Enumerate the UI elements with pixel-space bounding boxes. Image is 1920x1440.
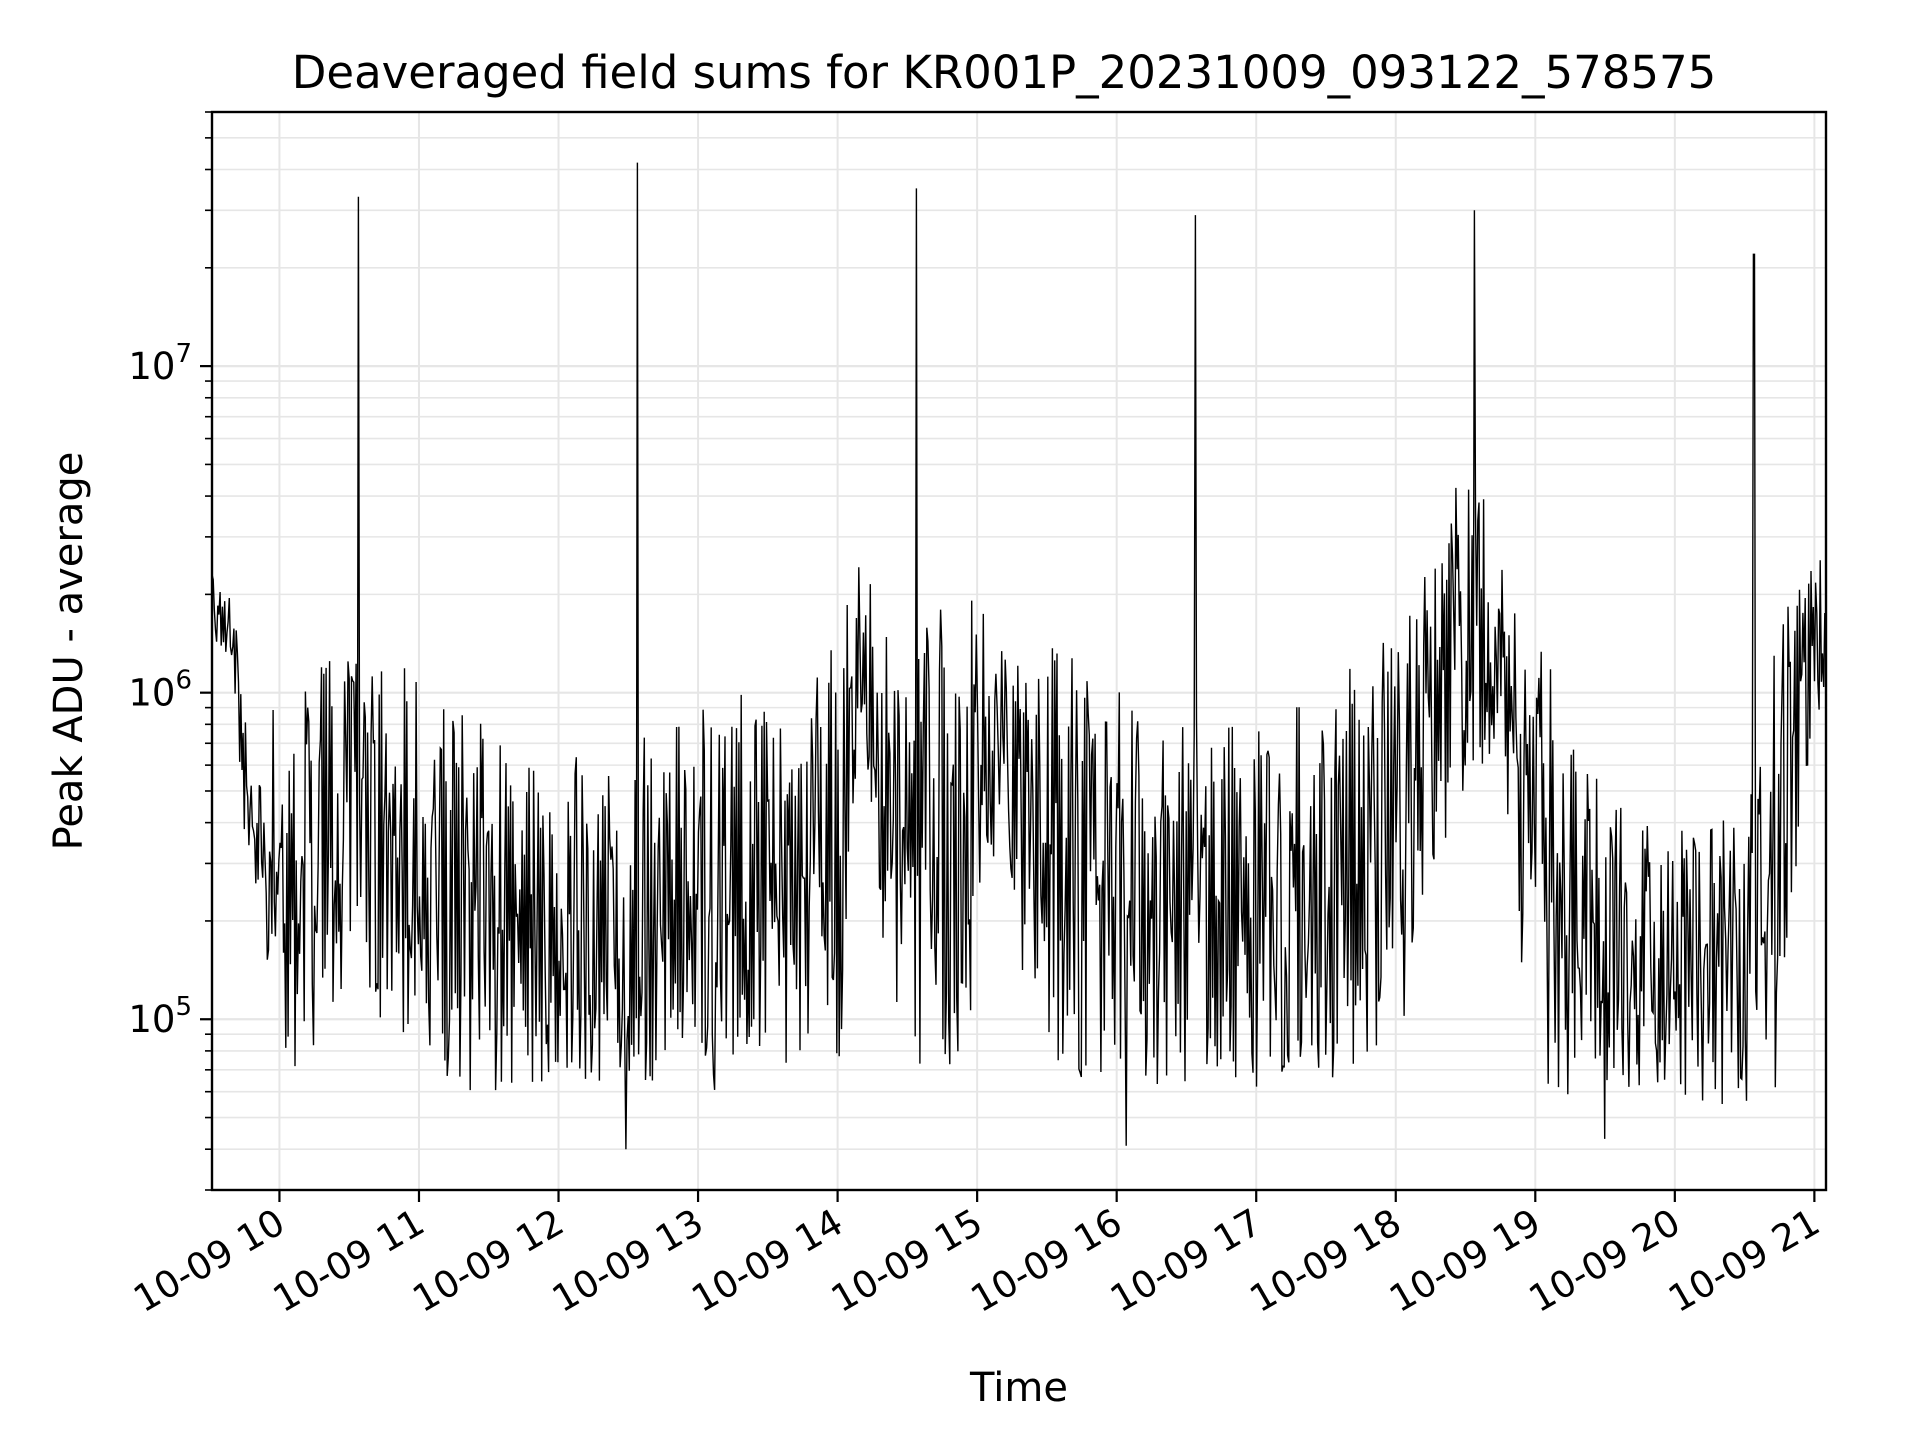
x-tick-label: 10-09 16 [964, 1201, 1130, 1321]
x-tick-label: 10-09 19 [1382, 1201, 1548, 1321]
y-tick-label: 106 [128, 666, 192, 715]
x-tick-label: 10-09 11 [266, 1201, 432, 1321]
chart-title: Deaveraged field sums for KR001P_2023100… [292, 46, 1716, 99]
x-tick-label: 10-09 12 [405, 1201, 571, 1321]
series-line [211, 162, 1827, 1150]
series-path [211, 162, 1827, 1150]
x-tick-label: 10-09 14 [685, 1201, 851, 1321]
x-tick-label: 10-09 20 [1522, 1201, 1688, 1321]
x-tick-label: 10-09 10 [126, 1201, 292, 1321]
x-tick-label: 10-09 18 [1243, 1201, 1409, 1321]
x-axis-label: Time [969, 1365, 1068, 1411]
y-ticks: 105 106 107 [128, 111, 212, 1191]
x-tick-label: 10-09 17 [1103, 1201, 1269, 1321]
x-tick-label: 10-09 21 [1661, 1201, 1827, 1321]
y-axis-label: Peak ADU - average [46, 452, 92, 851]
x-tick-label: 10-09 15 [824, 1201, 990, 1321]
y-tick-label: 105 [128, 992, 192, 1041]
plot-frame [210, 110, 1828, 1192]
y-tick-label: 107 [128, 339, 192, 388]
x-tick-label: 10-09 13 [545, 1201, 711, 1321]
grid [212, 111, 1826, 1191]
